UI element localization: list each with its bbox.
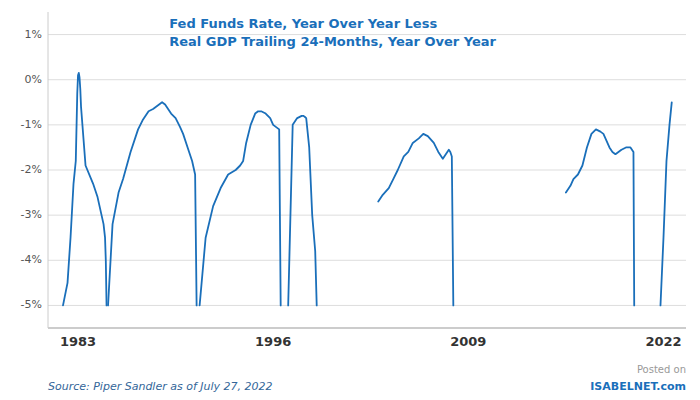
line-segment bbox=[200, 111, 281, 305]
watermark-note: Posted on bbox=[637, 364, 686, 375]
grid-line bbox=[48, 260, 686, 261]
y-tick-label: -1% bbox=[21, 118, 42, 131]
chart: 1% 0% -1% -2% -3% -4% -5% 1983 1996 2009 2022 Fed F… bbox=[0, 0, 700, 400]
grid-line bbox=[48, 305, 686, 306]
line-segment bbox=[63, 73, 107, 305]
grid-line bbox=[48, 215, 686, 216]
subtitle: Real GDP Trailing 24-Months, Year Over Y… bbox=[169, 34, 496, 49]
line-segment bbox=[660, 102, 671, 305]
line-segment bbox=[288, 116, 317, 306]
source-note: Source: Piper Sandler as of July 27, 202… bbox=[48, 380, 273, 393]
y-tick-label: -3% bbox=[21, 208, 42, 221]
y-axis-line bbox=[48, 12, 49, 328]
grid-line bbox=[48, 170, 686, 171]
y-tick-label: -4% bbox=[21, 253, 42, 266]
title: Fed Funds Rate, Year Over Year Less bbox=[169, 16, 437, 31]
y-tick-label: 0% bbox=[25, 73, 42, 86]
plot-lines bbox=[63, 73, 672, 305]
grid-line bbox=[48, 124, 686, 125]
grid-line bbox=[48, 79, 686, 80]
x-tick-label: 2022 bbox=[645, 334, 681, 349]
x-tick-label: 1983 bbox=[60, 334, 96, 349]
line-segment bbox=[566, 129, 634, 305]
line-segment bbox=[378, 134, 453, 306]
line-segment bbox=[108, 102, 197, 305]
y-tick-label: 1% bbox=[25, 28, 42, 41]
y-tick-label: -5% bbox=[21, 298, 42, 311]
watermark: ISABELNET.com bbox=[590, 380, 686, 393]
y-tick-label: -2% bbox=[21, 163, 42, 176]
x-tick-label: 2009 bbox=[450, 334, 486, 349]
x-axis-line bbox=[48, 328, 686, 329]
x-tick-label: 1996 bbox=[255, 334, 291, 349]
